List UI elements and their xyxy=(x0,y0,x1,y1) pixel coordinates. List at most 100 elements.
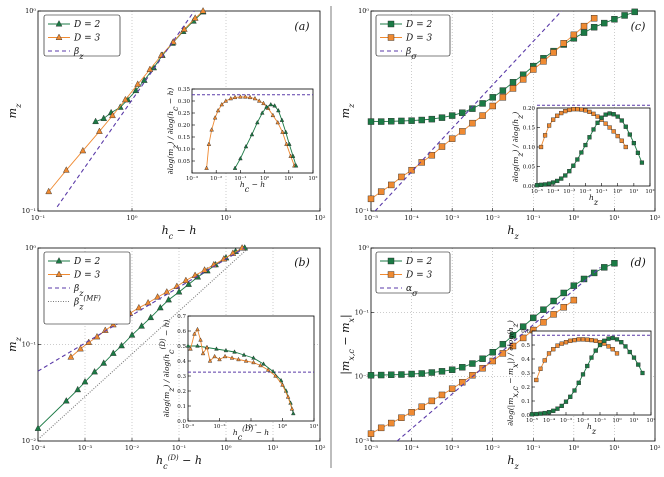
inset2-data-point xyxy=(547,123,552,128)
main3-data-point xyxy=(377,371,385,379)
legend-entry-part: β xyxy=(405,47,411,57)
inset-x-label-part: h xyxy=(587,422,592,431)
inset1-data-point xyxy=(258,362,263,368)
inset-ytick-label: 0.1 xyxy=(177,404,186,410)
inset3-data-point xyxy=(534,377,539,383)
inset1-data-point xyxy=(200,350,206,356)
inset-y-label-part: z xyxy=(516,152,525,158)
main2-data-point xyxy=(509,79,517,86)
main2-data-point xyxy=(550,49,557,56)
inset-y-label-part: ∂log(m xyxy=(166,149,175,175)
main1-data-point xyxy=(81,377,89,385)
main2-data-point xyxy=(408,117,415,124)
legend-entry-part: α xyxy=(406,284,412,294)
inset3-data-point xyxy=(576,380,581,385)
inset2-data-point xyxy=(534,183,540,188)
inset-xtick-label: 10⁰ xyxy=(278,423,288,430)
main3-data-point xyxy=(398,371,405,378)
legend-entry-part: D = 3 xyxy=(405,34,432,44)
inset-xtick-label: 10⁻² xyxy=(213,423,225,430)
inset2-data-point xyxy=(635,150,640,155)
inset-y-label-part: x,c xyxy=(511,386,520,398)
main2-data-point xyxy=(408,166,415,174)
legend-entry: βz xyxy=(73,284,84,298)
x-axis-label-part: z xyxy=(513,462,519,471)
main-xtick-label: 10¹ xyxy=(268,444,279,452)
y-axis-label-part: x,c xyxy=(347,349,356,361)
main3-data-point xyxy=(469,372,476,379)
inset1-series-line xyxy=(188,345,294,414)
inset0-data-point xyxy=(255,119,260,125)
y-axis-label: mz xyxy=(6,336,23,351)
inset2-data-point xyxy=(551,180,556,185)
inset-xtick-label: 10⁻⁴ xyxy=(543,417,556,424)
inset0-data-point xyxy=(219,101,225,107)
inset3-data-point xyxy=(551,408,556,413)
inset2-data-point xyxy=(575,107,580,112)
inset1-series-line xyxy=(190,328,293,410)
y-axis-label: mz xyxy=(339,103,356,118)
inset-y-label: ∂log(|mx,c − mx|) / ∂log(hz) xyxy=(506,320,520,426)
inset-frame xyxy=(536,107,651,187)
main3-data-point xyxy=(377,424,385,432)
inset0-data-point xyxy=(272,103,277,108)
legend-entry-part: (MF) xyxy=(83,295,101,303)
inset-y-label-part: ∂log(|m xyxy=(506,398,515,426)
inset3-data-point xyxy=(585,337,590,342)
legend-entry-part: σ xyxy=(412,289,418,298)
inset0-data-point xyxy=(290,153,296,158)
inset1-data-point xyxy=(223,347,229,353)
inset-y-label-part: z xyxy=(511,322,520,328)
main3-data-point xyxy=(367,372,375,379)
inset2-data-point xyxy=(607,111,612,116)
main-ytick-label: 10⁰ xyxy=(25,7,36,15)
inset2-data-point xyxy=(623,124,628,129)
main1-data-point xyxy=(34,424,42,431)
y-axis-label: |mx,c − mx| xyxy=(339,314,356,375)
inset0-data-point xyxy=(293,163,299,168)
y-axis-label-part: m xyxy=(6,341,19,351)
inset1-data-point xyxy=(291,410,296,416)
main-xtick-label: 10⁻² xyxy=(125,444,140,452)
inset-xtick-label: 10⁻³ xyxy=(186,175,198,182)
inset0-data-point xyxy=(260,110,265,115)
x-axis-label-part: z xyxy=(513,232,519,241)
main0-series-line xyxy=(56,11,195,208)
inset3-data-point xyxy=(563,399,569,404)
main-xtick-label: 10¹ xyxy=(609,214,620,222)
y-axis-label-part: z xyxy=(347,103,356,109)
inset1-data-point xyxy=(265,367,271,372)
inset2-data-point xyxy=(623,144,628,150)
main-xtick-label: 10² xyxy=(650,444,661,452)
main-frame xyxy=(37,10,321,212)
main2-data-point xyxy=(621,12,628,19)
inset3-data-point xyxy=(585,363,590,369)
panel-letter: (c) xyxy=(631,20,646,33)
main2-data-point xyxy=(388,181,395,189)
main2-data-point xyxy=(590,15,598,22)
inset-ytick-label: 0.20 xyxy=(523,106,536,112)
inset-x-label: hz xyxy=(589,193,599,207)
inset2-data-point xyxy=(579,107,584,112)
x-axis-label-part: c xyxy=(169,232,174,241)
inset2-data-point xyxy=(583,142,588,148)
inset2-data-point xyxy=(563,109,568,114)
main-ytick-label: 10⁻³ xyxy=(355,437,370,445)
main-ytick-label: 10⁻² xyxy=(22,437,37,445)
inset2-data-point xyxy=(542,182,548,187)
main1-data-point xyxy=(109,349,117,356)
inset2-data-point xyxy=(591,111,596,116)
inset2-data-point xyxy=(571,163,576,168)
inset2-data-point xyxy=(603,112,608,117)
panel-b: 10⁻⁴ 10⁻³ 10⁻² 10⁻¹ 10⁰ 10¹ 10²10⁻²10⁻¹10⁰hc(D… xyxy=(6,244,326,471)
inset-ytick-label: 0.00 xyxy=(523,184,536,190)
legend-entry-part: D = 3 xyxy=(405,271,432,281)
inset1-data-point xyxy=(285,394,291,399)
y-axis-label-part: |m xyxy=(339,361,353,375)
inset-y-label-part: z xyxy=(516,114,525,120)
legend-marker xyxy=(55,20,63,27)
main1-data-point xyxy=(175,288,183,295)
main3-data-point xyxy=(601,264,608,271)
main2-data-point xyxy=(469,105,476,112)
inset-ytick-label: 0.10 xyxy=(178,147,191,153)
